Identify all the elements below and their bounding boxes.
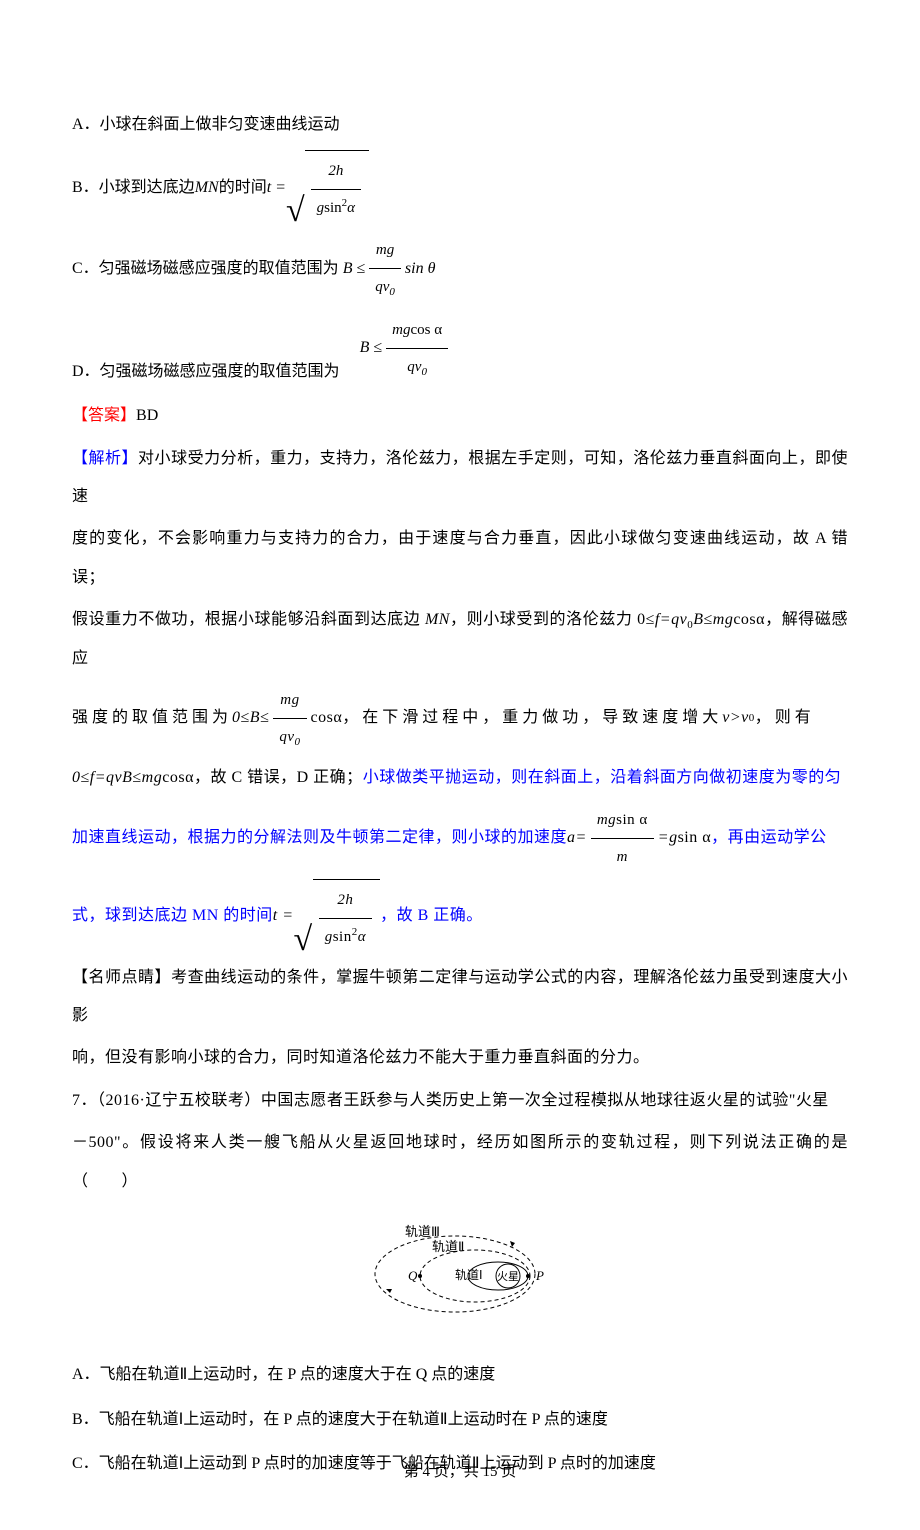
option-a: A．小球在斜面上做非匀变速曲线运动	[72, 106, 848, 144]
orbit-diagram: 火星 P Q 轨道Ⅲ轨道Ⅱ 轨道Ⅰ	[72, 1221, 848, 1336]
option-d-pre: D．匀强磁场磁感应强度的取值范围为	[72, 353, 340, 391]
option-a-text: A．小球在斜面上做非匀变速曲线运动	[72, 116, 340, 133]
svg-text:P: P	[535, 1268, 544, 1283]
analysis-line5: 0≤f=qvB≤mgcosα，故 C 错误，D 正确；小球做类平抛运动，则在斜面…	[72, 759, 848, 797]
option-b-pre: B．小球到达底边	[72, 169, 195, 207]
option-b-frac: 2h gsin2α	[311, 153, 361, 226]
option-b-den: gsin2α	[311, 190, 361, 226]
page-footer: 第 4 页，共 15 页	[0, 1454, 920, 1490]
analysis-line6-frac: mgsin α m	[591, 802, 654, 875]
sqrt-sign-icon: √	[286, 194, 305, 228]
analysis-line7-sqrt: √ 2h gsin2α	[294, 879, 381, 955]
answer-value: BD	[136, 407, 158, 424]
svg-text:火星: 火星	[497, 1270, 519, 1283]
analysis-block: 【解析】对小球受力分析，重力，支持力，洛伦兹力，根据左手定则，可知，洛伦兹力垂直…	[72, 440, 848, 955]
answer-line: 【答案】BD	[72, 397, 848, 435]
option-c-b: B ≤	[343, 250, 366, 288]
commentary-line1: 【名师点睛】考查曲线运动的条件，掌握牛顿第二定律与运动学公式的内容，理解洛伦兹力…	[72, 959, 848, 1036]
analysis-line3: 假设重力不做功，根据小球能够沿斜面到达底边 MN，则小球受到的洛伦兹力 0≤f=…	[72, 601, 848, 678]
option-d-den: qv0	[386, 349, 448, 385]
sqrt-sign-icon: √	[294, 923, 313, 957]
option-c-tail: sin θ	[405, 250, 436, 288]
question-7-stem: 7．（2016·辽宁五校联考）中国志愿者王跃参与人类历史上第一次全过程模拟从地球…	[72, 1082, 848, 1201]
analysis-line4: 强度的取值范围为 0≤B≤ mg qv0 cosα ，在下滑过程中，重力做功，导…	[72, 682, 848, 755]
option-c-pre: C．匀强磁场磁感应强度的取值范围为	[72, 250, 339, 288]
svg-text:Q: Q	[408, 1268, 418, 1283]
svg-text:轨道Ⅰ: 轨道Ⅰ	[455, 1268, 483, 1282]
svg-text:轨道Ⅱ: 轨道Ⅱ	[432, 1239, 464, 1254]
sqrt-body: 2h gsin2α	[305, 150, 369, 226]
q7-stem-1: 7．（2016·辽宁五校联考）中国志愿者王跃参与人类历史上第一次全过程模拟从地球…	[72, 1082, 848, 1120]
analysis-line6: 加速直线运动，根据力的分解法则及牛顿第二定律，则小球的加速度 a = mgsin…	[72, 802, 848, 875]
svg-text:轨道Ⅲ: 轨道Ⅲ	[405, 1224, 440, 1239]
analysis-line1: 【解析】对小球受力分析，重力，支持力，洛伦兹力，根据左手定则，可知，洛伦兹力垂直…	[72, 440, 848, 517]
q7-option-b: B．飞船在轨道Ⅰ上运动时，在 P 点的速度大于在轨道Ⅱ上运动时在 P 点的速度	[72, 1401, 848, 1439]
commentary-label: 【名师点睛】	[72, 969, 171, 986]
page-number: 第 4 页，共 15 页	[404, 1464, 517, 1480]
q7-stem-2: －500"。假设将来人类一艘飞船从火星返回地球时，经历如图所示的变轨过程，则下列…	[72, 1124, 848, 1201]
option-b-post: 的时间	[219, 169, 267, 207]
analysis-label: 【解析】	[72, 450, 138, 467]
option-d-b: B ≤	[360, 329, 383, 367]
option-d-frac: mgcos α qv0	[386, 312, 448, 385]
option-c-num: mg	[369, 232, 401, 269]
document-page: A．小球在斜面上做非匀变速曲线运动 B．小球到达底边 MN 的时间 t = √ …	[0, 0, 920, 1530]
option-b-mn: MN	[195, 169, 219, 207]
option-d: D．匀强磁场磁感应强度的取值范围为 B ≤ mgcos α qv0	[72, 312, 848, 391]
commentary-block: 【名师点睛】考查曲线运动的条件，掌握牛顿第二定律与运动学公式的内容，理解洛伦兹力…	[72, 959, 848, 1078]
orbit-svg: 火星 P Q 轨道Ⅲ轨道Ⅱ 轨道Ⅰ	[360, 1221, 560, 1321]
commentary-line2: 响，但没有影响小球的合力，同时知道洛伦兹力不能大于重力垂直斜面的分力。	[72, 1039, 848, 1077]
analysis-line7: 式，球到达底边 MN 的时间 t = √ 2h gsin2α ，故 B 正确。	[72, 879, 848, 955]
option-c-den: qv0	[369, 269, 401, 305]
option-c: C．匀强磁场磁感应强度的取值范围为 B ≤ mg qv0 sin θ	[72, 232, 848, 305]
q7-option-a: A．飞船在轨道Ⅱ上运动时，在 P 点的速度大于在 Q 点的速度	[72, 1356, 848, 1394]
option-b-sqrt: √ 2h gsin2α	[286, 150, 369, 226]
option-c-frac: mg qv0	[369, 232, 401, 305]
option-b-t: t =	[267, 169, 286, 207]
analysis-line4-frac: mg qv0	[273, 682, 306, 755]
option-d-num: mgcos α	[386, 312, 448, 349]
option-b-num: 2h	[311, 153, 361, 190]
option-b: B．小球到达底边 MN 的时间 t = √ 2h gsin2α	[72, 150, 848, 226]
option-d-formula: B ≤ mgcos α qv0	[360, 312, 453, 385]
analysis-line2: 度的变化，不会影响重力与支持力的合力，由于速度与合力垂直，因此小球做匀变速曲线运…	[72, 520, 848, 597]
answer-label: 【答案】	[72, 407, 136, 424]
